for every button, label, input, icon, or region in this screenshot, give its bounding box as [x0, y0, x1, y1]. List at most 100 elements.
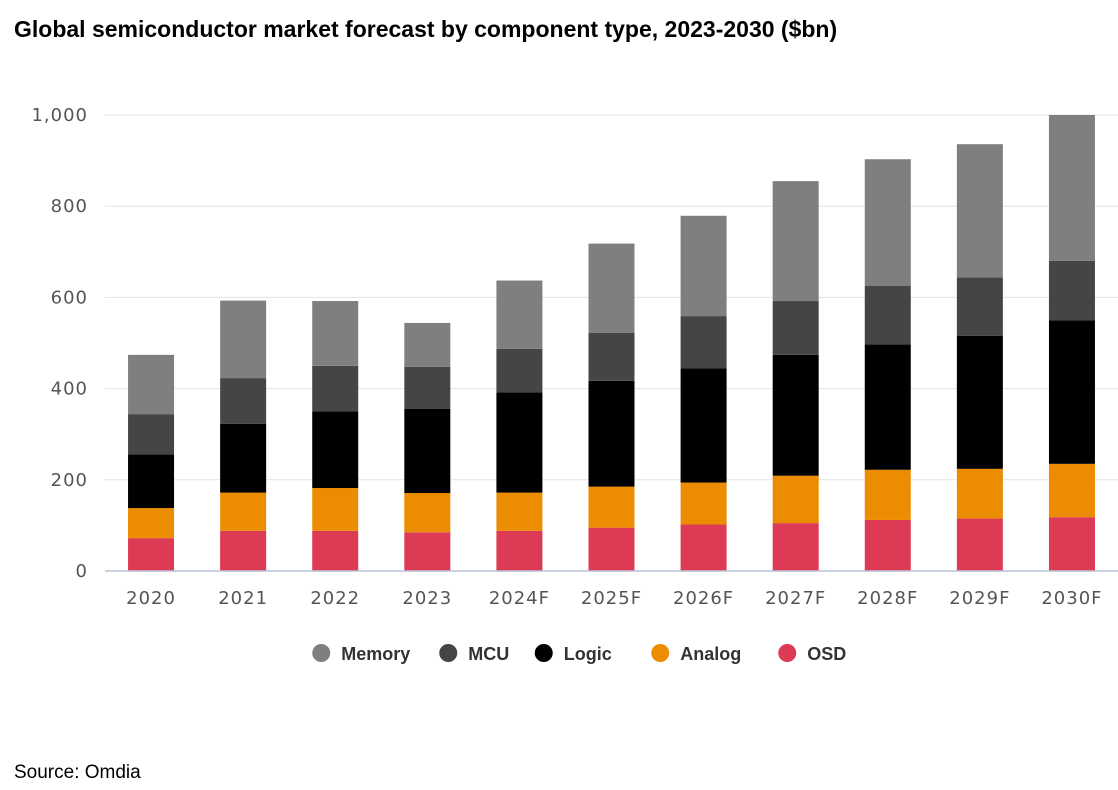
x-tick-label: 2022: [310, 588, 360, 609]
y-tick-label: 800: [51, 196, 88, 217]
bar-stack-2024f: [496, 280, 543, 571]
bar-memory-2023: [404, 322, 451, 367]
bar-stack-2023: [404, 322, 451, 571]
bar-memory-2024f: [496, 280, 543, 349]
bar-logic-2025f: [588, 380, 635, 487]
bar-mcu-2028f: [864, 286, 911, 345]
bar-analog-2022: [312, 488, 359, 531]
bar-mcu-2020: [128, 414, 175, 455]
bar-osd-2027f: [772, 523, 819, 571]
bar-memory-2028f: [864, 159, 911, 286]
bar-analog-2028f: [864, 469, 911, 520]
bar-osd-2021: [220, 530, 267, 571]
bar-osd-2020: [128, 538, 175, 571]
y-tick-label: 0: [76, 561, 88, 582]
x-tick-label: 2030F: [1041, 588, 1102, 609]
bar-analog-2027f: [772, 475, 819, 524]
bar-stack-2029f: [956, 144, 1003, 571]
legend-item-mcu[interactable]: MCU: [439, 644, 509, 664]
bar-logic-2026f: [680, 368, 727, 483]
bar-stack-2027f: [772, 181, 819, 571]
bar-memory-2025f: [588, 243, 635, 333]
bar-mcu-2030f: [1048, 260, 1095, 321]
bar-stack-2020: [128, 354, 175, 571]
bar-logic-2030f: [1048, 320, 1095, 464]
bar-mcu-2026f: [680, 316, 727, 369]
x-axis-ticks: 2020 2021 2022 2023 2024F 2025F 2026F 2027F 2028…: [126, 588, 1102, 609]
legend-label: Logic: [564, 644, 612, 664]
legend-label: OSD: [807, 644, 846, 664]
legend: Memory MCU Logic Analog OSD: [312, 644, 846, 664]
bar-memory-2030f: [1048, 115, 1095, 261]
x-tick-label: 2025F: [581, 588, 642, 609]
bar-analog-2024f: [496, 492, 543, 531]
bar-stack-2025f: [588, 243, 635, 571]
legend-label: Analog: [680, 644, 741, 664]
y-tick-label: 1,000: [31, 105, 88, 126]
chart-title: Global semiconductor market forecast by …: [14, 16, 838, 42]
y-tick-label: 400: [51, 379, 88, 400]
bar-stack-2030f: [1048, 115, 1095, 571]
bar-osd-2022: [312, 530, 359, 571]
legend-label: MCU: [468, 644, 509, 664]
bar-memory-2021: [220, 300, 267, 379]
bar-logic-2027f: [772, 354, 819, 476]
source-note: Source: Omdia: [14, 762, 141, 783]
bar-mcu-2024f: [496, 348, 543, 393]
legend-label: Memory: [341, 644, 410, 664]
bar-memory-2020: [128, 354, 175, 415]
bar-mcu-2027f: [772, 301, 819, 355]
bar-logic-2023: [404, 408, 451, 494]
bar-series: [128, 115, 1095, 571]
legend-item-osd[interactable]: OSD: [778, 644, 846, 664]
x-tick-label: 2021: [218, 588, 268, 609]
legend-item-analog[interactable]: Analog: [651, 644, 741, 664]
legend-swatch: [778, 644, 797, 662]
bar-mcu-2021: [220, 378, 267, 424]
bar-analog-2025f: [588, 486, 635, 528]
bar-logic-2024f: [496, 392, 543, 493]
bar-stack-2026f: [680, 215, 727, 571]
bar-osd-2029f: [956, 518, 1003, 571]
x-tick-label: 2026F: [673, 588, 734, 609]
x-tick-label: 2020: [126, 588, 176, 609]
bar-mcu-2025f: [588, 332, 635, 381]
legend-swatch: [651, 644, 670, 662]
x-tick-label: 2024F: [489, 588, 550, 609]
x-tick-label: 2028F: [857, 588, 918, 609]
x-tick-label: 2027F: [765, 588, 826, 609]
bar-logic-2029f: [956, 335, 1003, 469]
bar-logic-2028f: [864, 344, 911, 470]
bar-analog-2021: [220, 492, 267, 531]
bar-analog-2023: [404, 493, 451, 533]
bar-memory-2022: [312, 301, 359, 366]
x-tick-label: 2029F: [949, 588, 1010, 609]
bar-osd-2028f: [864, 519, 911, 571]
legend-item-memory[interactable]: Memory: [312, 644, 410, 664]
x-tick-label: 2023: [402, 588, 452, 609]
legend-item-logic[interactable]: Logic: [534, 644, 612, 664]
legend-swatch: [534, 644, 553, 662]
bar-memory-2029f: [956, 144, 1003, 278]
bar-osd-2030f: [1048, 517, 1095, 571]
bar-stack-2021: [220, 300, 267, 571]
bar-osd-2026f: [680, 524, 727, 571]
bar-logic-2022: [312, 411, 359, 489]
bar-analog-2029f: [956, 468, 1003, 519]
bar-analog-2030f: [1048, 463, 1095, 518]
bar-memory-2027f: [772, 181, 819, 302]
y-tick-label: 600: [51, 287, 88, 308]
bar-osd-2025f: [588, 527, 635, 571]
bar-stack-2022: [312, 301, 359, 571]
bar-mcu-2029f: [956, 277, 1003, 336]
legend-swatch: [439, 644, 458, 662]
bar-stack-2028f: [864, 159, 911, 571]
legend-swatch: [312, 644, 331, 662]
bar-analog-2026f: [680, 482, 727, 525]
bar-analog-2020: [128, 508, 175, 539]
bar-memory-2026f: [680, 215, 727, 317]
bar-logic-2021: [220, 423, 267, 493]
y-tick-label: 200: [51, 470, 88, 491]
bar-mcu-2022: [312, 365, 359, 412]
bar-osd-2024f: [496, 530, 543, 571]
